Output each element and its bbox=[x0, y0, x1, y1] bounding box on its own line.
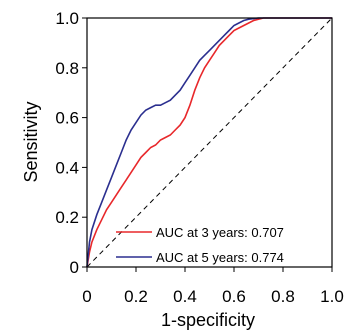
x-tick-label: 0 bbox=[82, 287, 91, 306]
x-tick-label: 0.8 bbox=[271, 287, 295, 306]
plot-area bbox=[86, 17, 333, 268]
x-tick-label: 0.4 bbox=[173, 287, 197, 306]
x-axis: 0 0.2 0.4 0.6 0.8 1.0 bbox=[82, 267, 344, 306]
plot-frame bbox=[86, 17, 333, 268]
series-line-2 bbox=[86, 17, 332, 268]
x-tick-label: 0.6 bbox=[222, 287, 246, 306]
x-axis-title: 1-specificity bbox=[161, 310, 255, 330]
y-axis-title: Sensitivity bbox=[21, 101, 41, 182]
series-line-1 bbox=[86, 17, 332, 268]
y-tick-label: 0.2 bbox=[55, 208, 79, 227]
series-layer bbox=[86, 17, 332, 268]
legend-label-1: AUC at 3 years: 0.707 bbox=[156, 225, 284, 240]
legend-label-2: AUC at 5 years: 0.774 bbox=[156, 250, 284, 265]
y-tick-label: 1.0 bbox=[55, 9, 79, 28]
x-tick-label: 0.2 bbox=[124, 287, 148, 306]
x-tick-label: 1.0 bbox=[320, 287, 344, 306]
y-tick-label: 0 bbox=[70, 258, 79, 277]
reference-diagonal-line bbox=[86, 17, 333, 268]
y-axis: 0 0.2 0.4 0.6 0.8 1.0 bbox=[55, 9, 87, 277]
y-tick-label: 0.4 bbox=[55, 158, 79, 177]
y-tick-label: 0.8 bbox=[55, 59, 79, 78]
y-tick-label: 0.6 bbox=[55, 109, 79, 128]
legend: AUC at 3 years: 0.707 AUC at 5 years: 0.7… bbox=[116, 225, 284, 265]
